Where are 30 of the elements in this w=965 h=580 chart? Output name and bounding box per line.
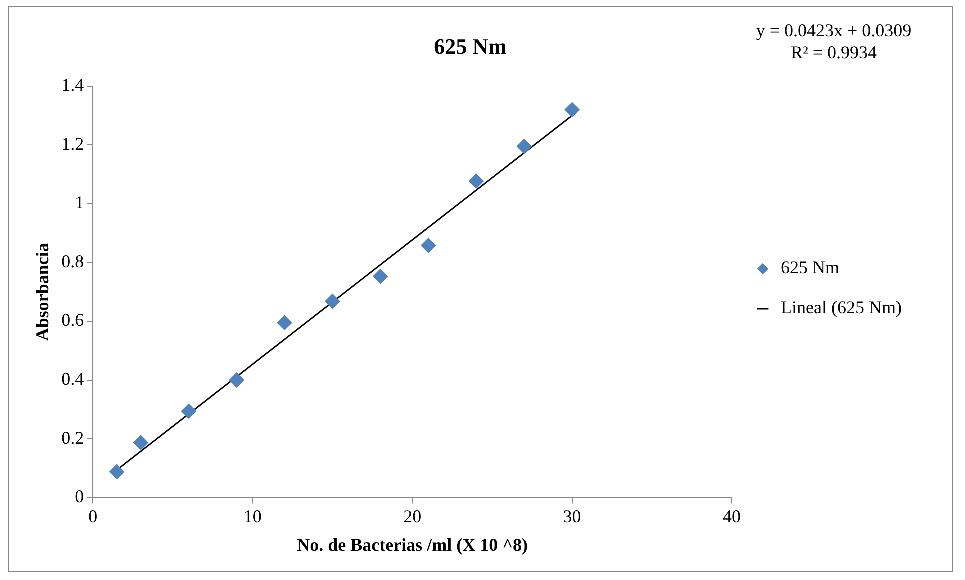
y-tick-label: 0 xyxy=(75,486,84,507)
point xyxy=(468,174,484,189)
y-tick-label: 1.2 xyxy=(62,134,84,154)
y-axis-title: Absorbancia xyxy=(32,243,52,342)
x-tick-label: 30 xyxy=(563,506,582,526)
point xyxy=(325,294,340,310)
x-axis-title: No. de Bacterias /ml (X 10 ^8) xyxy=(297,534,528,555)
x-tick-label: 0 xyxy=(88,506,98,526)
y-tick-label: 0.6 xyxy=(62,310,84,330)
point xyxy=(277,315,292,330)
point xyxy=(373,269,388,284)
point xyxy=(181,404,196,419)
point xyxy=(134,435,149,450)
point xyxy=(229,372,244,388)
y-tick-label: 0.2 xyxy=(62,428,84,448)
point xyxy=(110,464,125,480)
x-tick-label: 40 xyxy=(723,506,742,526)
x-tick-label: 10 xyxy=(244,506,262,526)
y-tick-label: 1 xyxy=(75,192,84,213)
y-tick-label: 0.4 xyxy=(62,368,84,389)
point xyxy=(421,238,436,254)
y-tick-label: 1.4 xyxy=(62,75,84,96)
y-tick-label: 0.8 xyxy=(62,251,84,272)
x-tick-label: 20 xyxy=(404,506,422,526)
legend-label: 625 Nm xyxy=(781,258,840,278)
text: y = 0.0423x + 0.0309 R² = 0.9934 xyxy=(756,20,912,63)
chart-title: 625 Nm xyxy=(434,34,507,59)
point xyxy=(516,139,532,154)
point xyxy=(564,102,580,118)
legend-label: Lineal (625 Nm) xyxy=(781,298,902,318)
